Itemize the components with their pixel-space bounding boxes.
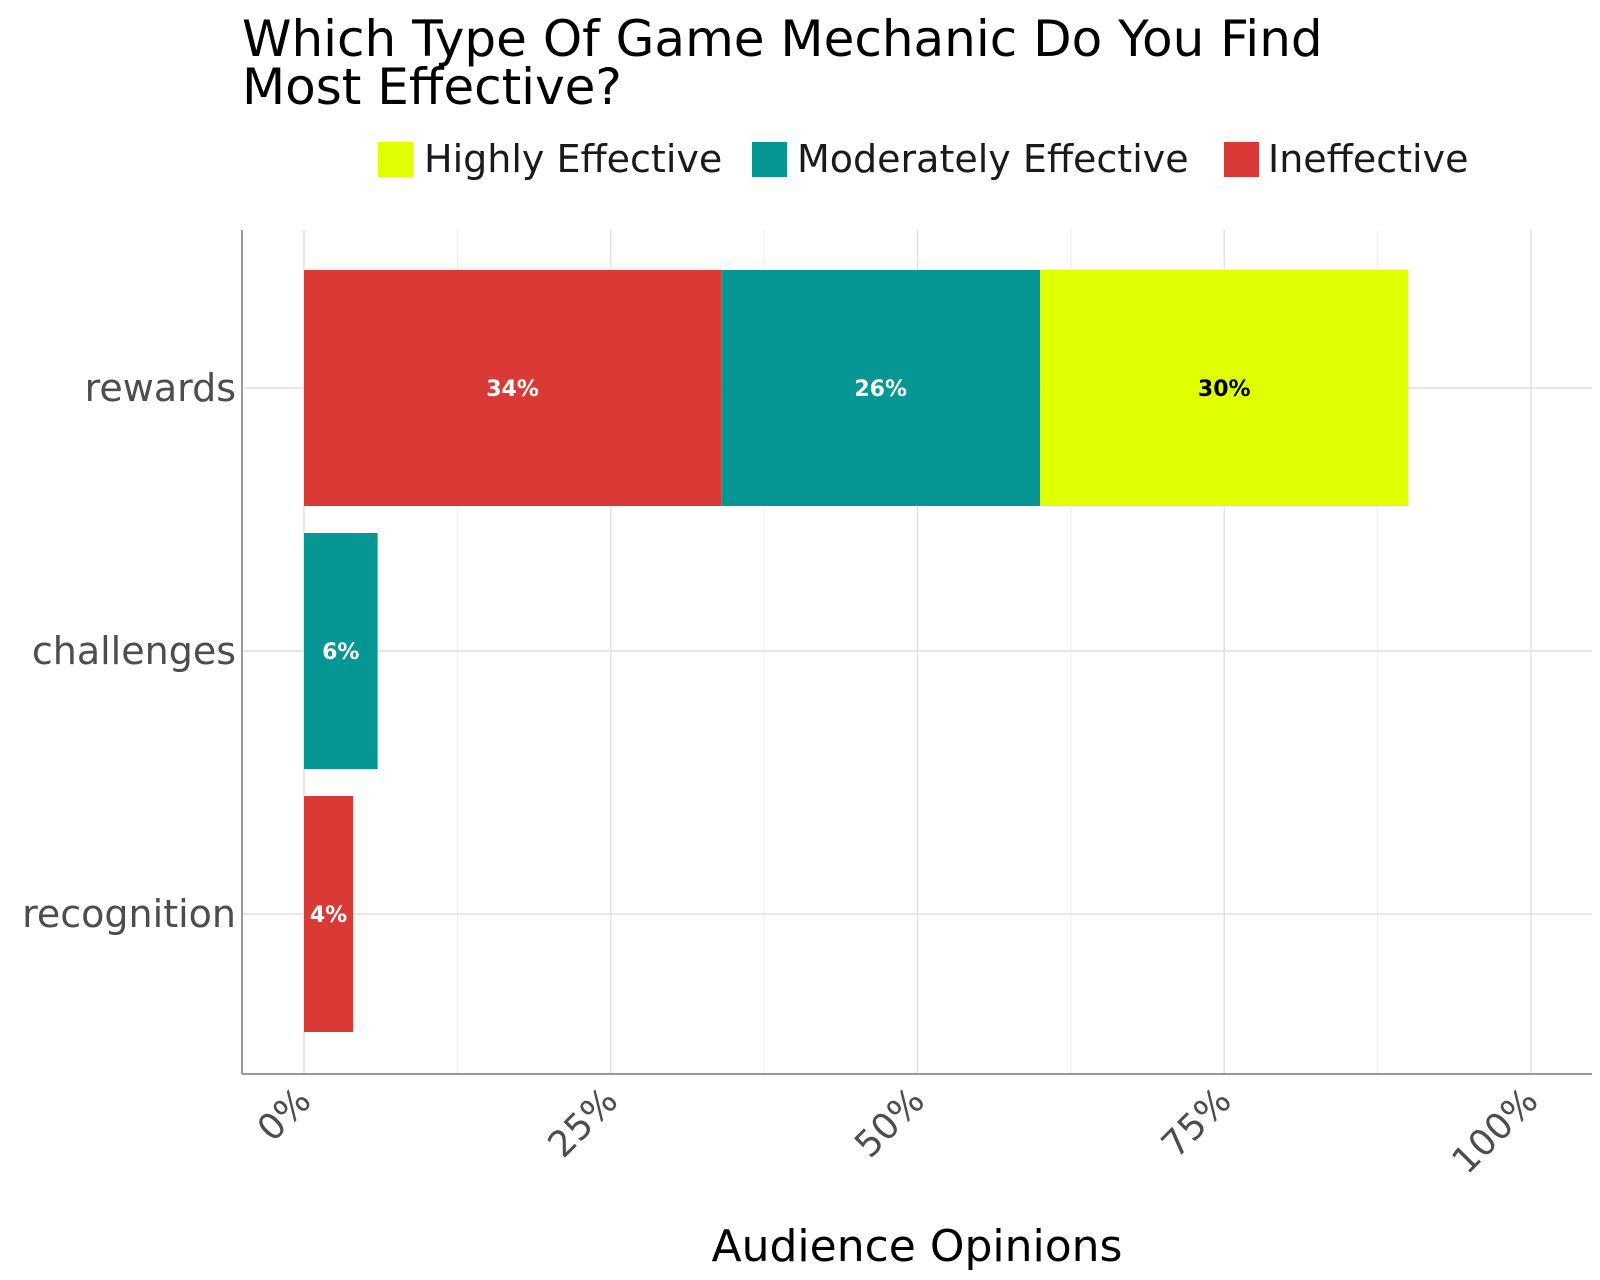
x-axis-title: Audience Opinions	[712, 1221, 1123, 1272]
data-label-recognition-ineffective: 4%	[310, 903, 347, 928]
legend-swatch-moderately-effective	[752, 142, 787, 177]
legend: Highly Effective Moderately Effective Inef…	[378, 137, 1468, 181]
category-labels: rewards challenges recognition	[22, 366, 236, 936]
bar-rewards-moderately-effective	[721, 270, 1041, 506]
bar-rewards-highly-effective	[1040, 270, 1409, 506]
bars	[304, 270, 1409, 1032]
x-tick-label: 0%	[250, 1080, 319, 1149]
chart-title: Which Type Of Game Mechanic Do You Find …	[242, 10, 1323, 116]
data-label-rewards-highly-effective: 30%	[1198, 377, 1251, 402]
x-tick-labels: 0% 25% 50% 75% 100%	[250, 1080, 1546, 1182]
legend-label-ineffective: Ineffective	[1268, 137, 1468, 181]
data-label-rewards-moderately-effective: 26%	[854, 377, 907, 402]
data-label-rewards-ineffective: 34%	[486, 377, 539, 402]
chart-title-line-1: Which Type Of Game Mechanic Do You Find	[242, 10, 1323, 68]
category-label-challenges: challenges	[32, 629, 236, 673]
axes	[241, 230, 1592, 1075]
data-label-challenges-moderately-effective: 6%	[322, 640, 359, 665]
bar-recognition-ineffective	[304, 796, 354, 1032]
x-tick-label: 75%	[1154, 1080, 1240, 1166]
x-tick-label: 25%	[540, 1080, 626, 1166]
category-label-recognition: recognition	[22, 892, 236, 936]
legend-swatch-highly-effective	[378, 142, 413, 177]
bar-rewards-ineffective	[304, 270, 722, 506]
x-tick-label: 50%	[847, 1080, 933, 1166]
data-labels: 34% 26% 30% 6% 4%	[310, 377, 1251, 928]
legend-swatch-ineffective	[1224, 142, 1259, 177]
legend-label-highly-effective: Highly Effective	[424, 137, 722, 181]
bar-challenges-moderately-effective	[304, 533, 378, 769]
category-label-rewards: rewards	[85, 366, 236, 410]
chart-title-line-2: Most Effective?	[242, 58, 622, 116]
x-tick-label: 100%	[1445, 1080, 1547, 1182]
legend-label-moderately-effective: Moderately Effective	[797, 137, 1189, 181]
